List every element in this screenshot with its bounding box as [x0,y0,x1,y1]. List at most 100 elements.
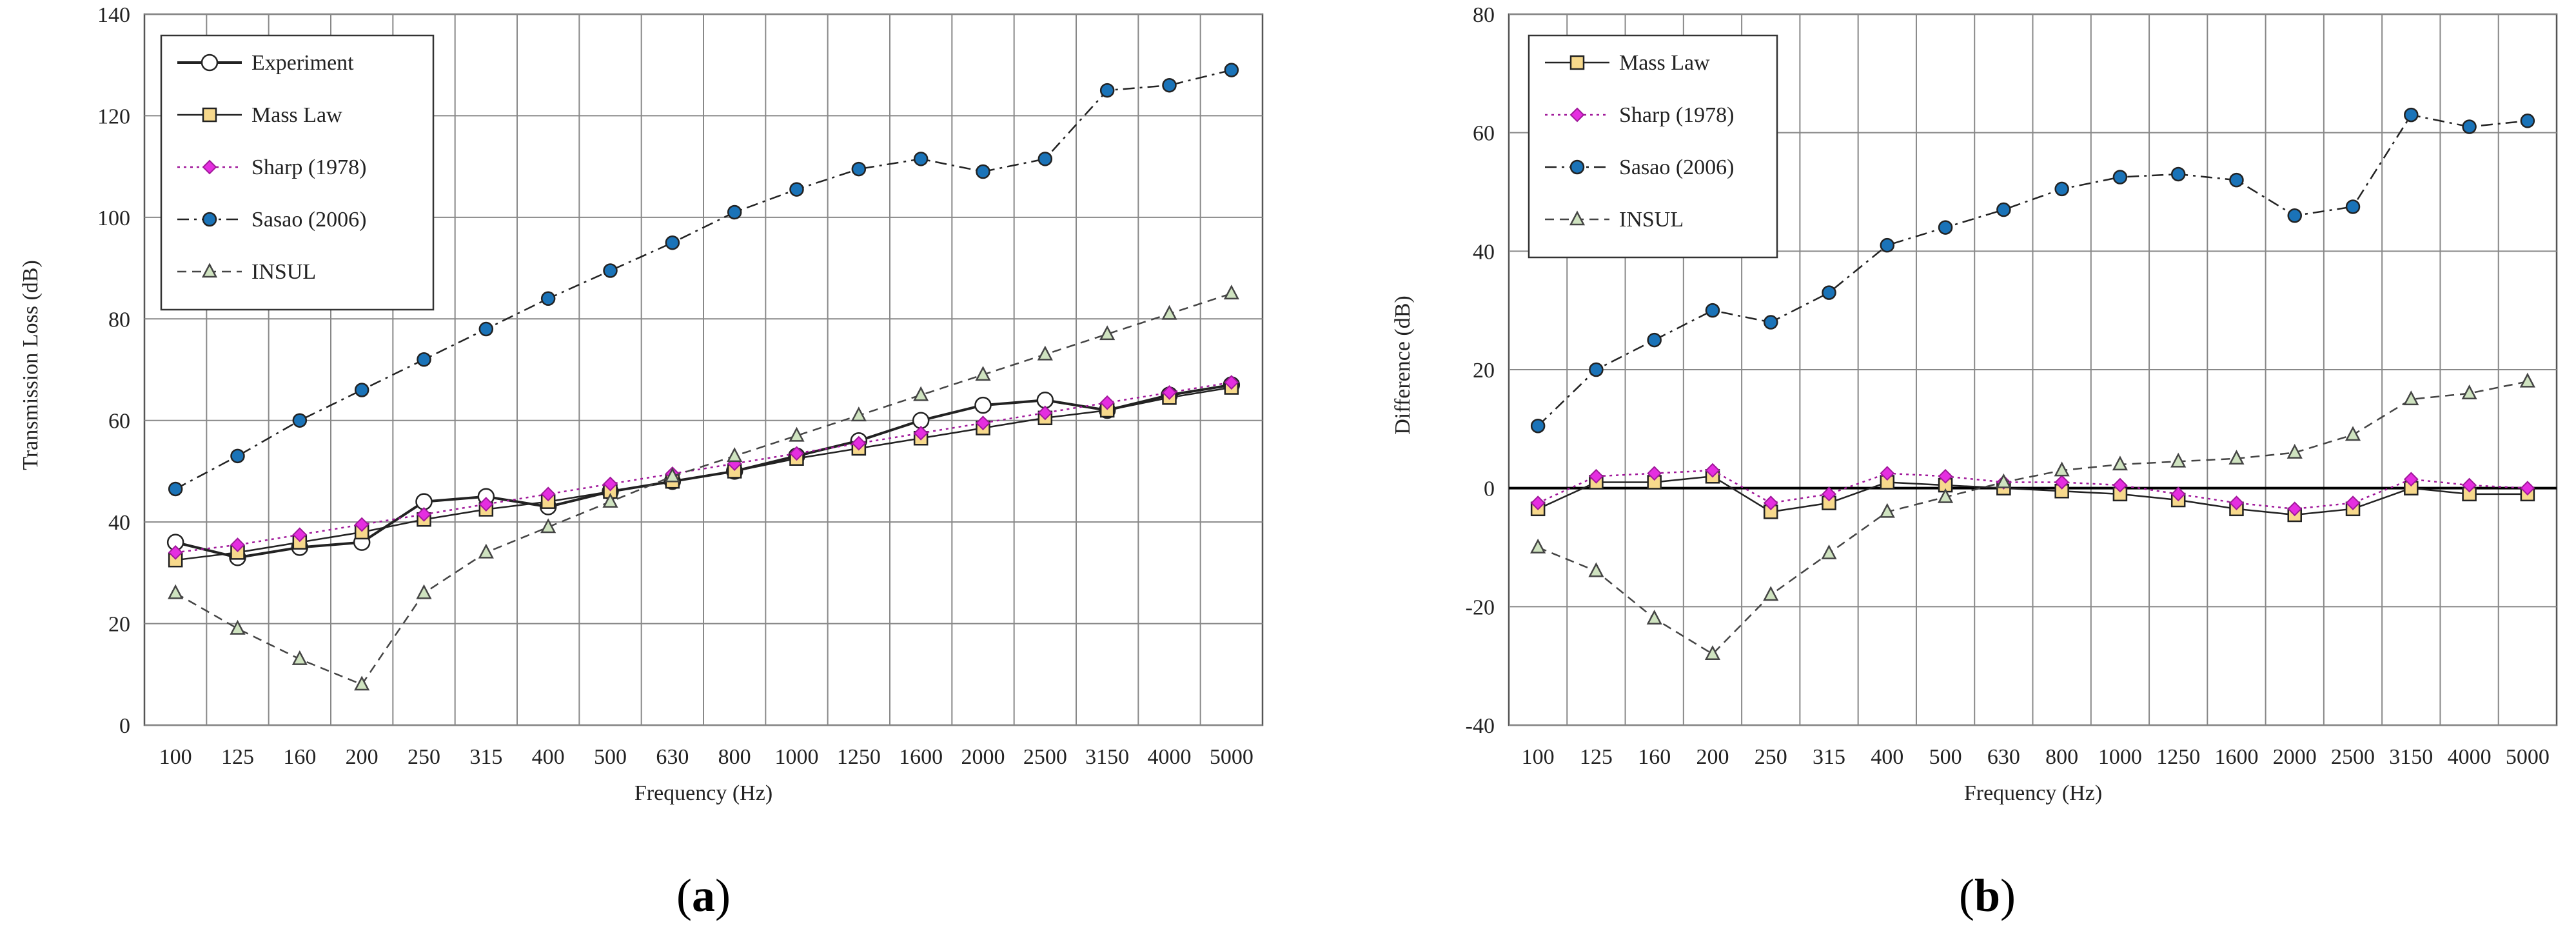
x-tick-label: 3150 [1085,745,1129,769]
data-point [1938,220,1953,235]
data-point [416,584,432,599]
legend-label: Mass Law [1619,51,1710,75]
series-sasao-2006 [1530,107,2535,434]
legend-item: INSUL [177,260,316,284]
data-point [417,506,431,522]
x-tick-label: 5000 [2506,745,2550,769]
series-line [1537,475,2528,516]
series-line [1537,114,2528,427]
data-point [603,263,618,278]
x-tick-label: 2000 [2273,745,2317,769]
y-tick-label: 40 [1473,240,1495,264]
data-point [478,321,494,337]
y-tick-label: -20 [1466,595,1495,619]
legend-label: Sharp (1978) [1619,103,1734,127]
data-point [2170,452,2187,468]
data-point [789,446,804,461]
data-point [540,291,556,306]
data-point [2462,119,2477,134]
data-point [478,543,494,559]
x-tick-label: 100 [159,745,192,769]
data-point [168,481,183,497]
data-point [230,619,246,635]
x-tick-label: 630 [1987,745,2020,769]
data-point [2519,372,2535,388]
data-point [1938,488,1954,503]
panel-caption-a: (a) [676,870,731,921]
series-line [1537,381,2528,655]
x-tick-label: 1250 [2156,745,2200,769]
data-point [1037,405,1053,421]
data-point [976,164,990,179]
legend-item: Experiment [177,51,354,75]
data-point [1037,345,1053,361]
y-tick-label: -40 [1466,714,1495,738]
legend-item: Sharp (1978) [1545,103,1734,127]
y-tick-label: 120 [97,105,130,128]
data-point [1764,315,1778,330]
series-line [1537,469,2528,510]
x-tick-label: 315 [1813,745,1845,769]
x-tick-label: 2500 [1023,745,1067,769]
data-point [602,492,618,508]
data-point [2112,455,2128,471]
data-point [913,425,929,441]
data-point [2403,472,2419,487]
x-tick-label: 400 [532,745,565,769]
data-point [789,182,804,197]
data-point [2112,170,2128,185]
data-point [603,476,618,492]
data-point [1879,503,1895,518]
x-tick-label: 125 [1580,745,1613,769]
x-tick-label: 1000 [775,745,819,769]
legend-b: Mass Law Sharp (1978) Sasao (2006) INSUL [1528,34,1778,259]
y-tick-label: 60 [108,410,130,434]
data-point [665,235,680,250]
x-tick-label: 500 [594,745,627,769]
data-point [2403,390,2419,406]
series-line [175,292,1232,686]
data-point [2054,475,2070,490]
data-point [1880,237,1895,253]
x-tick-label: 400 [1871,745,1903,769]
x-tick-label: 630 [656,745,689,769]
data-point [2229,172,2244,188]
data-point [354,383,369,397]
data-point [417,352,431,367]
data-point [2287,208,2302,223]
series-line [175,69,1232,490]
y-tick-label: 80 [1473,3,1495,27]
data-point [1938,468,1953,484]
x-axis-label-b: Frequency (Hz) [1964,781,2102,805]
x-tick-label: 1600 [2214,745,2258,769]
legend-marker [202,159,217,175]
y-tick-label: 40 [108,511,130,535]
data-point [230,537,245,552]
data-point [1996,473,2012,488]
data-point [913,152,929,166]
y-tick-label: 80 [108,308,130,332]
y-tick-label: 100 [97,206,130,230]
x-tick-label: 250 [408,745,440,769]
x-axis-label-a: Frequency (Hz) [634,781,772,805]
legend-label: Sasao (2006) [251,208,366,232]
data-point [2170,486,2186,502]
data-point [1224,375,1239,390]
legend-item: Sasao (2006) [1545,155,1734,179]
data-point [851,435,867,451]
data-point [1705,463,1720,478]
data-point [1647,466,1662,481]
legend-box [1528,34,1778,259]
data-point [976,415,990,431]
legend-label: Experiment [251,51,354,75]
x-tick-label: 1600 [899,745,943,769]
data-point [1162,385,1177,400]
series-line [175,386,1232,561]
x-tick-label: 800 [718,745,751,769]
x-tick-label: 1000 [2098,745,2142,769]
data-point [1099,395,1115,410]
data-point [727,205,742,220]
data-point [2345,495,2361,511]
data-point [1530,495,1546,511]
y-tick-label: 140 [97,3,130,27]
